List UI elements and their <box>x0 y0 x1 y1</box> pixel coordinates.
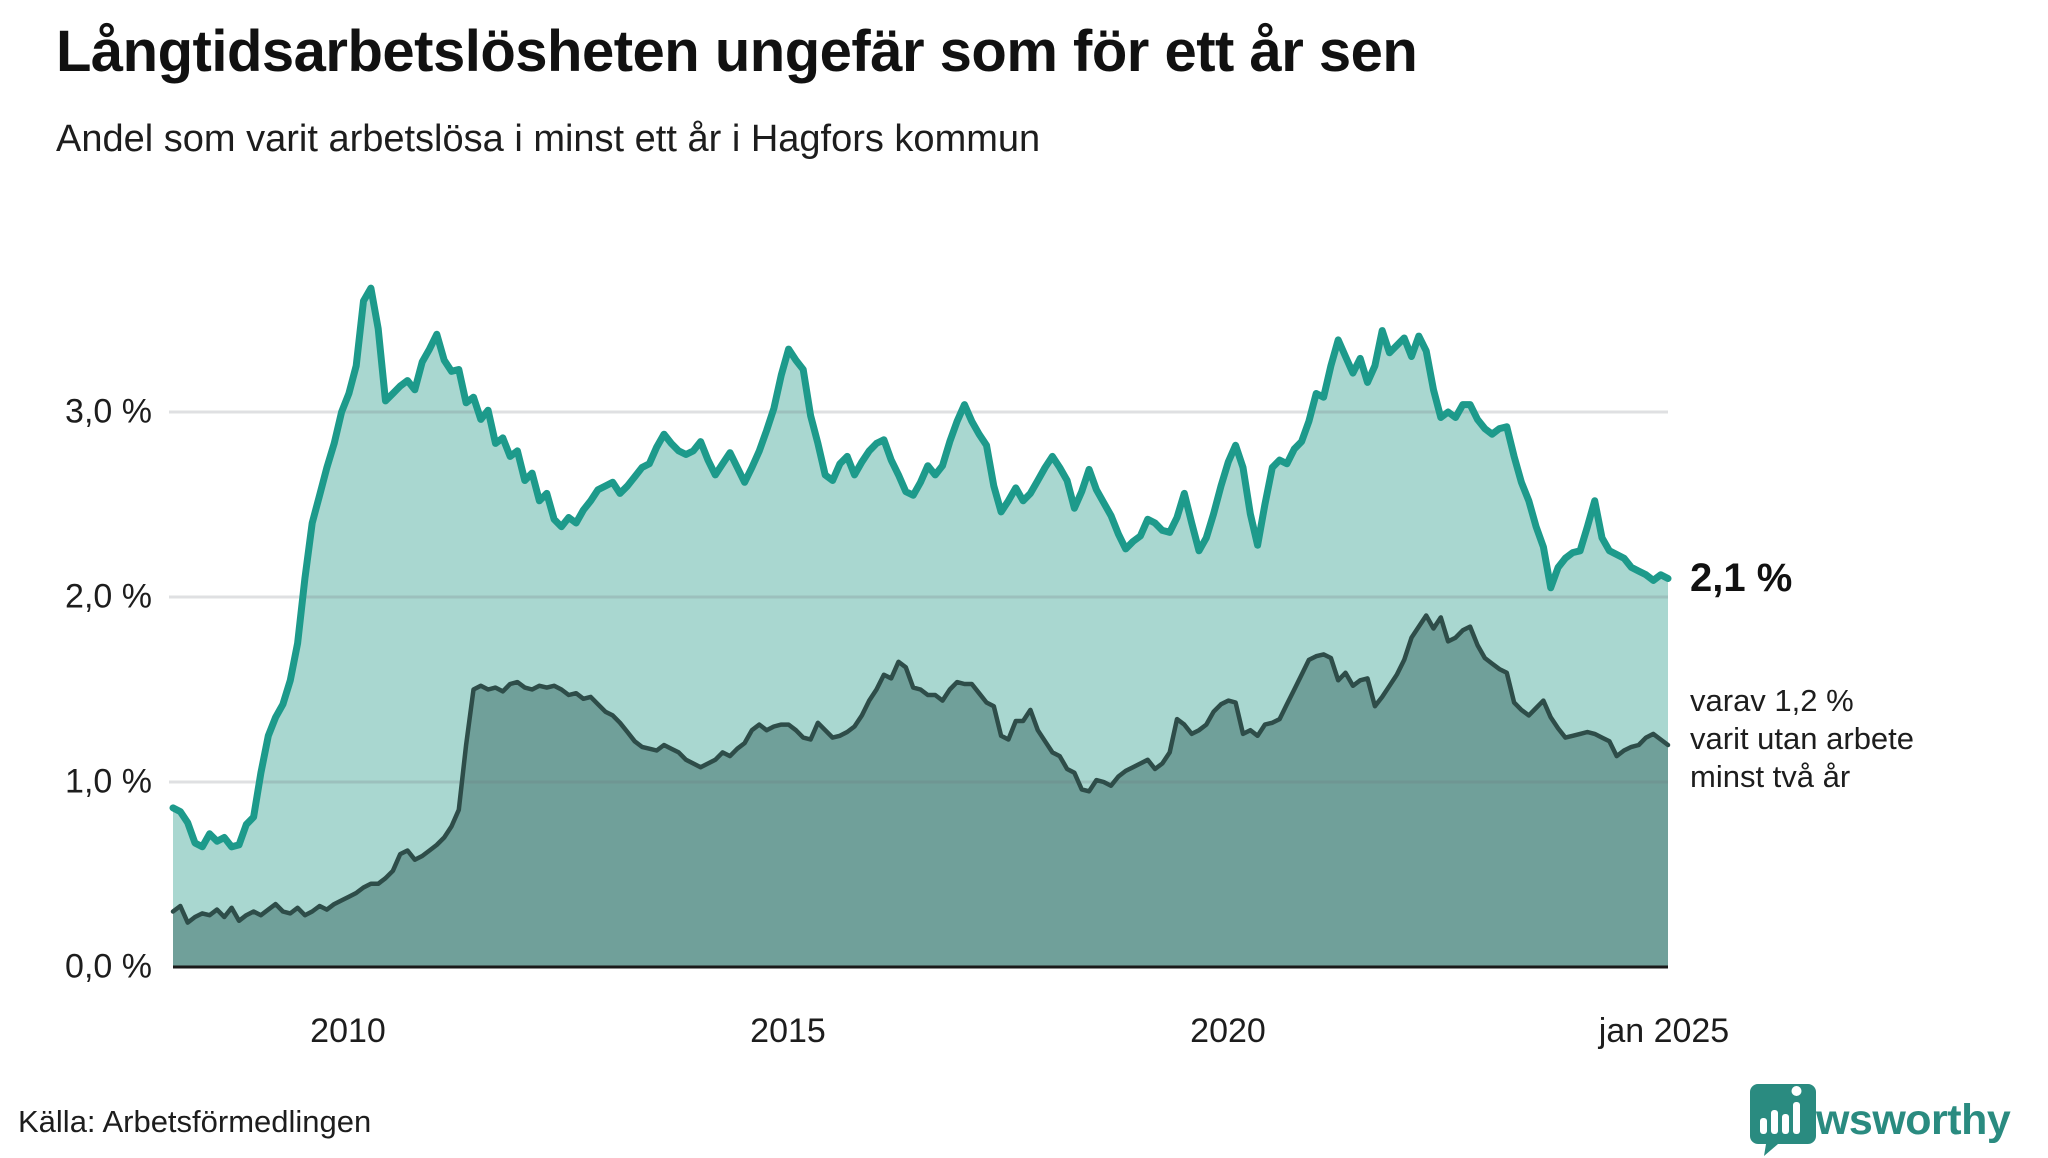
end-sublabel-line1: varav 1,2 % <box>1690 683 1854 718</box>
page-title: Långtidsarbetslösheten ungefär som för e… <box>56 19 1418 84</box>
line-minst-tva-ar <box>170 613 1671 925</box>
end-value-label: 2,1 % <box>1690 556 1793 600</box>
line-minst-ett-ar <box>169 284 1672 851</box>
y-tick-3: 3,0 % <box>65 392 152 431</box>
end-value-sublabel: varav 1,2 % varit utan arbete minst två … <box>1690 682 1914 796</box>
end-sublabel-line2: varit utan arbete <box>1690 721 1915 756</box>
area-fill-minst-tva-ar <box>173 615 1668 967</box>
y-tick-1: 1,0 % <box>65 762 152 801</box>
x-tick-2010: 2010 <box>310 1012 386 1050</box>
y-tick-2: 2,0 % <box>65 577 152 616</box>
source-note: Källa: Arbetsförmedlingen <box>18 1104 372 1139</box>
y-tick-0: 0,0 % <box>65 947 152 986</box>
newsworthy-bar-chart-icon <box>1750 1084 1816 1156</box>
chart-subtitle: Andel som varit arbetslösa i minst ett å… <box>56 118 1041 160</box>
x-tick-2020: 2020 <box>1190 1012 1266 1050</box>
end-sublabel-line3: minst två år <box>1690 759 1851 794</box>
x-tick-2015: 2015 <box>750 1012 826 1050</box>
x-tick-jan-2025: jan 2025 <box>1598 1012 1730 1050</box>
newsworthy-logo: Newsworthy <box>1748 1082 2011 1158</box>
